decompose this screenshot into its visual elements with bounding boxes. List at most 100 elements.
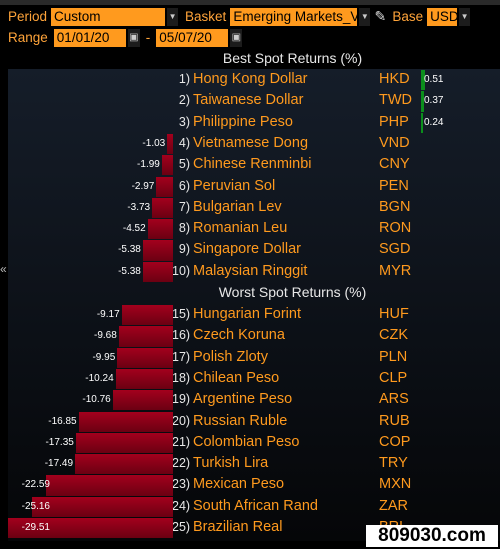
currency-name[interactable]: Philippine Peso — [193, 113, 293, 130]
period-select[interactable]: Custom — [51, 7, 166, 26]
currency-code[interactable]: PLN — [379, 348, 408, 365]
bar-value-label: -22.59 — [21, 479, 50, 491]
bar-value-label: 0.37 — [424, 95, 444, 107]
currency-code[interactable]: RUB — [379, 412, 410, 429]
bar-value-label: -2.97 — [131, 180, 155, 192]
negative-bar — [115, 368, 173, 390]
currency-name[interactable]: Vietnamese Dong — [193, 134, 309, 151]
collapse-arrow-icon[interactable]: « — [0, 262, 7, 276]
rank-label: 21) — [172, 434, 191, 449]
start-calendar-button[interactable]: ▣ — [127, 28, 140, 47]
currency-name[interactable]: Argentine Peso — [193, 391, 293, 408]
currency-code[interactable]: SGD — [379, 241, 411, 258]
currency-code[interactable]: MYR — [379, 262, 412, 279]
currency-name[interactable]: Bulgarian Lev — [193, 198, 282, 215]
chevron-down-icon: ▼ — [168, 11, 177, 21]
positive-bar — [421, 91, 424, 112]
bar-value-label: -10.76 — [82, 394, 111, 406]
currency-name[interactable]: Romanian Leu — [193, 220, 288, 237]
currency-code[interactable]: TWD — [379, 92, 413, 109]
currency-code[interactable]: HKD — [379, 71, 410, 87]
bar-value-label: -29.51 — [21, 522, 50, 533]
watermark: 809030.com — [366, 525, 498, 547]
bar-value-label: -3.73 — [127, 201, 151, 213]
negative-bar — [32, 496, 173, 517]
base-select[interactable]: USD — [427, 7, 458, 26]
bar-value-label: -9.17 — [96, 309, 120, 320]
basket-dropdown-button[interactable]: ▼ — [359, 7, 371, 26]
base-dropdown-button[interactable]: ▼ — [459, 7, 471, 26]
currency-code[interactable]: HUF — [379, 306, 409, 322]
currency-name[interactable]: Peruvian Sol — [193, 177, 276, 194]
pencil-icon[interactable]: ✎ — [374, 8, 387, 24]
rank-label: 6) — [178, 178, 190, 193]
negative-bar — [167, 133, 173, 155]
currency-name[interactable]: Russian Ruble — [193, 412, 288, 429]
negative-bar — [112, 390, 173, 411]
currency-code[interactable]: PEN — [379, 177, 409, 194]
rank-label: 7) — [178, 199, 190, 214]
currency-code[interactable]: RON — [379, 220, 412, 237]
currency-name[interactable]: Hong Kong Dollar — [193, 71, 308, 87]
negative-bar — [142, 240, 173, 261]
rank-label: 8) — [178, 221, 190, 236]
currency-code[interactable]: BGN — [379, 198, 411, 215]
currency-name[interactable]: Chilean Peso — [193, 369, 280, 386]
basket-label: Basket — [185, 9, 227, 24]
currency-name[interactable]: Singapore Dollar — [193, 241, 302, 258]
best-returns-title: Best Spot Returns (%) — [222, 50, 363, 66]
negative-bar — [156, 176, 173, 197]
end-calendar-button[interactable]: ▣ — [230, 28, 243, 47]
period-dropdown-button[interactable]: ▼ — [167, 7, 179, 26]
rank-label: 1) — [178, 72, 190, 86]
period-label: Period — [8, 9, 48, 24]
rank-label: 9) — [178, 242, 190, 257]
currency-name[interactable]: Hungarian Forint — [193, 306, 301, 322]
bar-value-label: 0.24 — [424, 116, 444, 128]
bar-value-label: -1.03 — [142, 137, 166, 149]
currency-code[interactable]: VND — [379, 134, 410, 151]
negative-bar — [7, 518, 173, 539]
controls-row-1: Period Custom ▼ Basket Emerging Markets_… — [0, 6, 471, 27]
negative-bar — [142, 261, 173, 282]
rank-label: 15) — [172, 307, 191, 321]
rank-label: 3) — [178, 114, 190, 129]
bar-value-label: -10.24 — [85, 372, 114, 384]
basket-select[interactable]: Emerging Markets_VN — [230, 7, 358, 26]
currency-code[interactable]: COP — [379, 433, 411, 450]
negative-bar — [118, 326, 173, 347]
rank-label: 22) — [172, 456, 191, 471]
currency-name[interactable]: South African Rand — [193, 497, 318, 514]
currency-code[interactable]: CNY — [379, 156, 410, 173]
currency-code[interactable]: PHP — [379, 113, 409, 130]
currency-name[interactable]: Turkish Lira — [193, 455, 269, 472]
currency-name[interactable]: Malaysian Ringgit — [193, 262, 308, 279]
positive-bar — [421, 70, 426, 91]
currency-name[interactable]: Chinese Renminbi — [193, 156, 312, 173]
currency-code[interactable]: CZK — [379, 327, 408, 344]
currency-name[interactable]: Colombian Peso — [193, 433, 300, 450]
start-date-input[interactable]: 01/01/20 — [53, 28, 126, 47]
negative-bar — [147, 219, 173, 240]
bar-value-label: -17.35 — [45, 436, 74, 448]
currency-name[interactable]: Taiwanese Dollar — [193, 92, 304, 109]
currency-code[interactable]: TRY — [379, 455, 408, 472]
currency-code[interactable]: ARS — [379, 391, 409, 408]
currency-name[interactable]: Mexican Peso — [193, 476, 285, 493]
currency-name[interactable]: Czech Koruna — [193, 327, 285, 344]
calendar-icon: ▣ — [129, 31, 139, 43]
controls-row-2: Range 01/01/20 ▣ - 05/07/20 ▣ — [0, 27, 243, 48]
rank-label: 10) — [172, 263, 191, 278]
currency-code[interactable]: MXN — [379, 476, 412, 493]
rank-label: 20) — [172, 413, 191, 428]
bar-value-label: -4.52 — [122, 223, 146, 235]
currency-name[interactable]: Brazilian Real — [193, 519, 283, 535]
end-date-input[interactable]: 05/07/20 — [156, 28, 229, 47]
currency-name[interactable]: Polish Zloty — [193, 348, 268, 365]
currency-code[interactable]: CLP — [379, 369, 408, 386]
negative-bar — [161, 155, 173, 176]
bar-value-label: -16.85 — [48, 415, 77, 427]
rank-label: 25) — [172, 520, 191, 534]
currency-code[interactable]: ZAR — [379, 497, 408, 514]
bar-value-label: -17.49 — [44, 458, 74, 470]
